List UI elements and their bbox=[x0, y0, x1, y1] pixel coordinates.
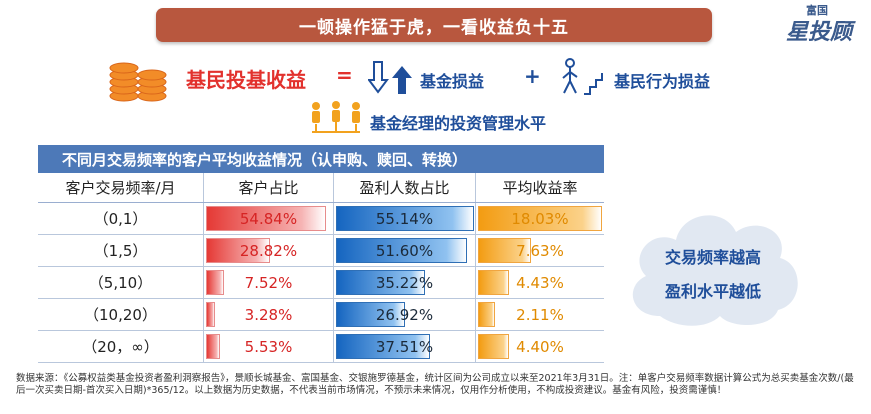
avg-return-cell-bar bbox=[478, 302, 495, 327]
share-cell: 3.28% bbox=[204, 299, 334, 330]
header-frequency: 客户交易频率/月 bbox=[38, 173, 204, 202]
up-down-arrows-icon bbox=[368, 61, 412, 94]
profit-ratio-cell-value: 51.60% bbox=[375, 241, 434, 260]
header-profit-ratio: 盈利人数占比 bbox=[334, 173, 476, 202]
people-icon bbox=[312, 101, 360, 133]
investor-behavior-label: 基民行为损益 bbox=[614, 72, 711, 91]
header-share: 客户占比 bbox=[204, 173, 334, 202]
frequency-cell: （0,1） bbox=[38, 203, 204, 234]
avg-return-cell: 2.11% bbox=[476, 299, 604, 330]
plus-sign: + bbox=[524, 64, 541, 88]
share-cell-value: 5.53% bbox=[244, 337, 293, 356]
table-row: （10,20） 3.28% 26.92% 2.11% bbox=[38, 299, 604, 331]
frequency-return-table: 不同月交易频率的客户平均收益情况（认申购、赎回、转换） 客户交易频率/月 客户占… bbox=[38, 145, 604, 363]
avg-return-cell: 4.40% bbox=[476, 331, 604, 362]
share-cell: 5.53% bbox=[204, 331, 334, 362]
share-cell-value: 28.82% bbox=[239, 241, 298, 260]
frequency-cell: （20，∞） bbox=[38, 331, 204, 362]
share-cell: 28.82% bbox=[204, 235, 334, 266]
avg-return-cell-value: 4.40% bbox=[516, 337, 564, 356]
table-row: （20，∞） 5.53% 37.51% 4.40% bbox=[38, 331, 604, 363]
table-row: （1,5） 28.82% 51.60% 7.63% bbox=[38, 235, 604, 267]
avg-return-cell-bar bbox=[478, 334, 509, 359]
table-row: （5,10） 7.52% 35.22% 4.43% bbox=[38, 267, 604, 299]
share-cell-value: 7.52% bbox=[244, 273, 293, 292]
header-avg-return: 平均收益率 bbox=[502, 179, 578, 197]
share-cell-bar bbox=[206, 238, 270, 263]
profit-ratio-cell-value: 26.92% bbox=[375, 305, 434, 324]
table-row: （0,1） 54.84% 55.14% 18.03% bbox=[38, 203, 604, 235]
profit-ratio-cell: 35.22% bbox=[334, 267, 476, 298]
profit-ratio-cell: 51.60% bbox=[334, 235, 476, 266]
avg-return-cell: 7.63% bbox=[476, 235, 604, 266]
avg-return-cell-value: 18.03% bbox=[511, 209, 569, 228]
frequency-cell: （1,5） bbox=[38, 235, 204, 266]
share-cell-value: 3.28% bbox=[244, 305, 293, 324]
fund-profit-label: 基金损益 bbox=[420, 72, 485, 91]
share-cell: 7.52% bbox=[204, 267, 334, 298]
share-cell-bar bbox=[206, 302, 215, 327]
cloud-line-2: 盈利水平越低 bbox=[664, 282, 761, 301]
avg-return-cell-value: 4.43% bbox=[516, 273, 564, 292]
profit-ratio-cell-value: 35.22% bbox=[375, 273, 434, 292]
frequency-cell-value: （0,1） bbox=[93, 210, 148, 228]
profit-ratio-cell-bar bbox=[336, 238, 467, 263]
frequency-cell-value: （20，∞） bbox=[82, 338, 159, 356]
frequency-cell: （10,20） bbox=[38, 299, 204, 330]
avg-return-cell-bar bbox=[478, 238, 531, 263]
table-title: 不同月交易频率的客户平均收益情况（认申购、赎回、转换） bbox=[38, 145, 604, 173]
profit-ratio-cell-value: 37.51% bbox=[375, 337, 434, 356]
equals-sign: = bbox=[336, 63, 353, 87]
avg-return-cell-bar bbox=[478, 270, 509, 295]
fullgoal-logo: 富国 星投顾 bbox=[770, 2, 865, 48]
frequency-cell-value: （5,10） bbox=[88, 274, 153, 292]
footnote: 数据来源：《公募权益类基金投资者盈利洞察报告》，景顺长城基金、富国基金、交银施罗… bbox=[16, 373, 854, 396]
avg-return-cell: 4.43% bbox=[476, 267, 604, 298]
profit-ratio-cell-bar bbox=[336, 206, 474, 231]
coins-icon bbox=[109, 62, 167, 102]
cloud-line-1: 交易频率越高 bbox=[664, 248, 761, 267]
logo-small-text: 富国 bbox=[806, 4, 828, 17]
avg-return-cell-bar bbox=[478, 206, 602, 231]
share-cell: 54.84% bbox=[204, 203, 334, 234]
cloud-icon bbox=[632, 215, 798, 326]
share-cell-bar bbox=[206, 334, 220, 359]
avg-return-cell-value: 7.63% bbox=[516, 241, 564, 260]
profit-ratio-cell: 26.92% bbox=[334, 299, 476, 330]
share-cell-bar bbox=[206, 206, 326, 231]
avg-return-cell-value: 2.11% bbox=[516, 305, 564, 324]
manager-skill-label: 基金经理的投资管理水平 bbox=[370, 114, 547, 133]
share-cell-value: 54.84% bbox=[239, 209, 298, 228]
avg-return-cell: 18.03% bbox=[476, 203, 604, 234]
profit-ratio-cell-value: 55.14% bbox=[375, 209, 434, 228]
profit-ratio-cell-bar bbox=[336, 334, 430, 359]
frequency-cell: （5,10） bbox=[38, 267, 204, 298]
logo-big-text: 星投顾 bbox=[786, 20, 853, 45]
profit-ratio-cell-bar bbox=[336, 302, 405, 327]
investor-return-label: 基民投基收益 bbox=[186, 68, 306, 92]
banner-title: 一顿操作猛于虎，一看收益负十五 bbox=[156, 8, 712, 42]
profit-ratio-cell-bar bbox=[336, 270, 425, 295]
profit-ratio-cell: 37.51% bbox=[334, 331, 476, 362]
frequency-cell-value: （1,5） bbox=[93, 242, 148, 260]
table-header-row: 客户交易频率/月 客户占比 盈利人数占比 平均收益率 bbox=[38, 173, 604, 203]
frequency-cell-value: （10,20） bbox=[84, 306, 157, 324]
walker-stairs-icon bbox=[562, 58, 603, 95]
share-cell-bar bbox=[206, 270, 224, 295]
profit-ratio-cell: 55.14% bbox=[334, 203, 476, 234]
